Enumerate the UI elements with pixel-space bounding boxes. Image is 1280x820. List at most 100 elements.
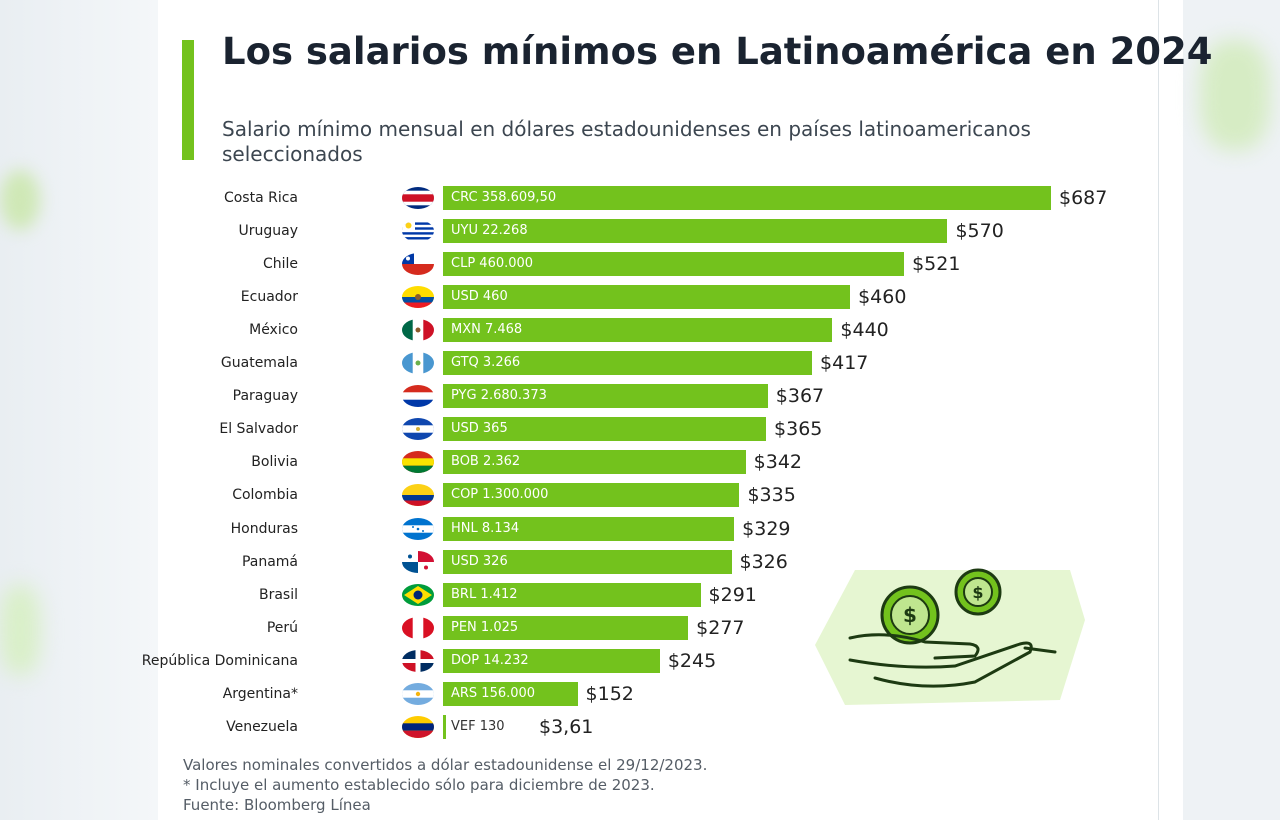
value-label: $3,61: [539, 715, 594, 738]
category-label: República Dominicana: [141, 652, 298, 669]
bar: [443, 285, 851, 310]
local-currency-label: USD 460: [451, 289, 508, 305]
bar: [443, 384, 768, 409]
category-label: Colombia: [232, 487, 298, 504]
value-label: $687: [1059, 187, 1108, 209]
background-left: [0, 0, 158, 820]
value-label: $367: [775, 385, 825, 408]
local-currency-label: CRC 358.609,50: [451, 190, 557, 205]
category-label: Honduras: [230, 520, 298, 537]
local-currency-label: GTQ 3.266: [451, 355, 521, 371]
blurred-decoration: [0, 585, 40, 675]
category-label: México: [249, 322, 298, 339]
paraguay-flag-icon: [402, 385, 434, 408]
local-currency-label: COP 1.300.000: [451, 487, 549, 503]
category-label: Ecuador: [240, 289, 298, 306]
footnote-argentina: * Incluye el aumento establecido sólo pa…: [183, 776, 655, 794]
bar-row-guatemala: Guatemala GTQ 3.266 $417: [0, 348, 1158, 378]
local-currency-label: UYU 22.268: [451, 223, 528, 239]
bar-row-el-salvador: El Salvador USD 365 $365: [0, 414, 1158, 444]
footnote-source: Fuente: Bloomberg Línea: [183, 796, 371, 814]
value-label: $342: [753, 451, 803, 474]
bar: [443, 318, 833, 343]
value-label: $460: [858, 286, 907, 309]
category-label: Chile: [262, 256, 298, 273]
el-salvador-flag-icon: [402, 418, 434, 441]
value-label: $277: [696, 616, 745, 639]
local-currency-label: HNL 8.134: [451, 520, 520, 536]
bar-row-honduras: Honduras HNL 8.134 $329: [0, 514, 1158, 544]
bar-row-brasil: Brasil BRL 1.412 $291: [0, 580, 1158, 610]
bar-row-venezuela: Venezuela VEF 130 $3,61: [0, 712, 1158, 742]
chart-title: Los salarios mínimos en Latinoamérica en…: [222, 30, 1213, 73]
value-label: $326: [739, 550, 788, 573]
bar: [443, 186, 1051, 210]
value-label: $335: [747, 484, 796, 507]
bar-row-chile: Chile CLP 460.000 $521: [0, 249, 1158, 279]
value-label: $329: [742, 517, 791, 540]
bar: [443, 648, 660, 673]
category-label: Bolivia: [251, 454, 298, 471]
title-accent-bar: [182, 40, 194, 160]
category-label: Venezuela: [226, 718, 298, 735]
category-label: Uruguay: [238, 223, 299, 240]
chart-subtitle: Salario mínimo mensual en dólares estado…: [222, 117, 1031, 166]
ecuador-flag-icon: [402, 286, 434, 309]
bar-row-republica-dominicana: República Dominicana DOP 14.232 $245: [0, 646, 1158, 676]
category-label: Panamá: [241, 553, 298, 570]
bar: [443, 450, 746, 475]
value-label: $570: [955, 220, 1004, 243]
peru-flag-icon: [402, 616, 434, 639]
local-currency-label: MXN 7.468: [451, 322, 523, 338]
blurred-decoration: [1200, 40, 1270, 150]
local-currency-label: USD 365: [451, 421, 508, 437]
bolivia-flag-icon: [402, 451, 434, 474]
venezuela-flag-icon: [402, 715, 434, 738]
local-currency-label: BOB 2.362: [451, 454, 521, 470]
brasil-flag-icon: [402, 583, 434, 606]
category-label: Paraguay: [232, 388, 298, 405]
category-label: Guatemala: [220, 355, 298, 372]
local-currency-label: DOP 14.232: [451, 652, 529, 668]
category-label: Perú: [266, 619, 298, 636]
value-label: $365: [774, 418, 823, 441]
bar: [443, 417, 767, 442]
republica-dominicana-flag-icon: [402, 649, 434, 672]
bar-row-uruguay: Uruguay UYU 22.268 $570: [0, 216, 1158, 246]
chile-flag-icon: [402, 253, 434, 276]
svg-text:$: $: [972, 583, 983, 602]
bar-row-colombia: Colombia COP 1.300.000 $335: [0, 480, 1158, 510]
honduras-flag-icon: [402, 517, 434, 540]
value-label: $152: [585, 682, 634, 705]
value-label: $291: [708, 583, 757, 606]
local-currency-label: CLP 460.000: [451, 256, 534, 272]
category-label: Costa Rica: [223, 190, 298, 206]
local-currency-label: VEF 130: [451, 718, 505, 734]
mexico-flag-icon: [402, 319, 434, 342]
hand-with-coins-icon: $ $: [815, 560, 1085, 710]
bar-row-panama: Panamá USD 326 $326: [0, 547, 1158, 577]
bar-row-paraguay: Paraguay PYG 2.680.373 $367: [0, 381, 1158, 411]
side-panel-strip: [1158, 0, 1183, 820]
local-currency-label: PYG 2.680.373: [451, 388, 547, 404]
local-currency-label: ARS 156.000: [451, 685, 536, 701]
bar: [443, 252, 905, 277]
category-label: Argentina*: [222, 685, 298, 702]
bar-row-mexico: México MXN 7.468 $440: [0, 315, 1158, 345]
colombia-flag-icon: [402, 484, 434, 507]
bar: [443, 483, 740, 508]
svg-text:$: $: [903, 603, 917, 627]
category-label: Brasil: [258, 586, 298, 603]
bar: [443, 351, 813, 376]
local-currency-label: BRL 1.412: [451, 586, 518, 602]
local-currency-label: USD 326: [451, 553, 508, 569]
bar: [443, 219, 948, 244]
uruguay-flag-icon: [402, 220, 434, 243]
blurred-decoration: [0, 170, 40, 230]
bar: [443, 582, 701, 607]
footnote-conversion: Valores nominales convertidos a dólar es…: [183, 756, 708, 774]
bar: [443, 549, 732, 574]
value-label: $245: [667, 649, 717, 672]
bar: [443, 714, 447, 739]
bar: [443, 516, 735, 541]
